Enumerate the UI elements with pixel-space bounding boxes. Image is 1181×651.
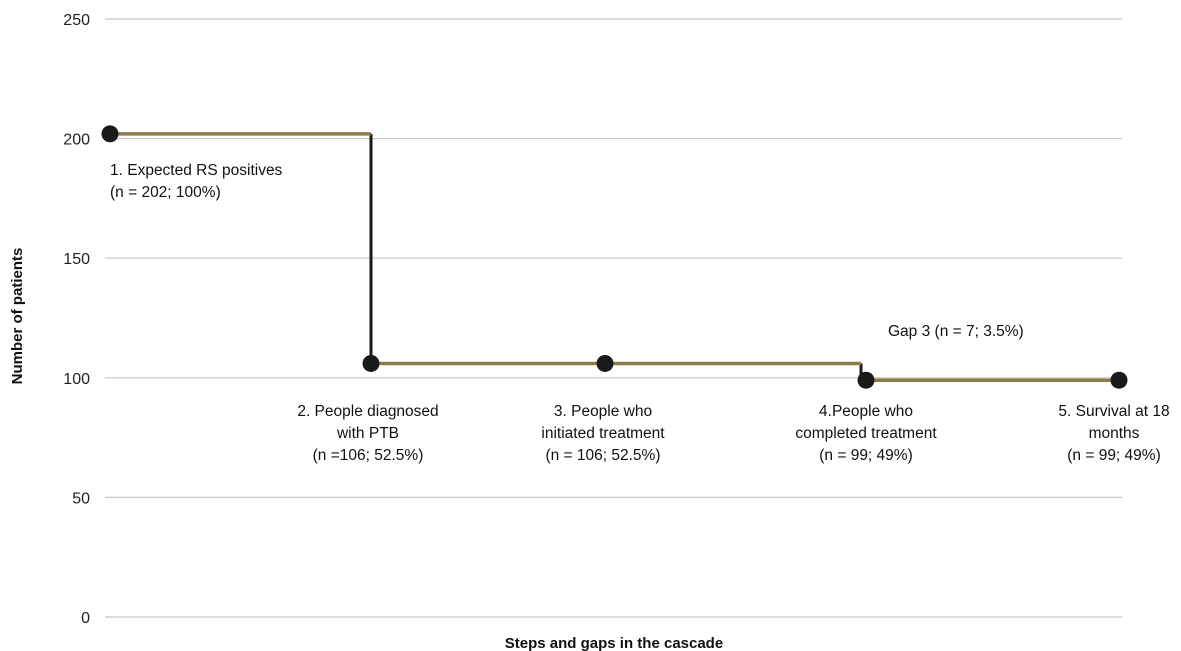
data-point-4 [857,371,875,389]
point-label-2-line-2: with PTB [336,425,399,442]
point-label-4-line-1: 4.People who [819,403,913,420]
gap-annotation-1: Gap 3 (n = 7; 3.5%) [888,323,1024,340]
data-point-1 [101,125,119,143]
y-tick-labels: 0 50 100 150 200 250 [63,12,90,627]
point-label-4-line-3: (n = 99; 49%) [819,447,912,464]
x-axis-title: Steps and gaps in the cascade [505,635,723,651]
point-label-3-line-1: 3. People who [554,403,652,420]
step-lines [110,132,1119,384]
data-point-5 [1110,371,1128,389]
data-point-2 [362,354,380,372]
data-markers [101,125,1128,389]
annotations: Gap 3 (n = 7; 3.5%) [888,323,1024,340]
y-tick-label-100: 100 [63,371,90,388]
gridlines [105,18,1122,618]
point-labels: 1. Expected RS positives (n = 202; 100%) 2… [110,162,1170,464]
y-tick-label-150: 150 [63,251,90,268]
point-label-3-line-3: (n = 106; 52.5%) [545,447,660,464]
y-axis-title: Number of patients [9,248,26,385]
point-label-5-line-1: 5. Survival at 18 [1058,403,1169,420]
point-label-5-line-3: (n = 99; 49%) [1067,447,1160,464]
point-label-3-line-2: initiated treatment [541,425,665,442]
point-label-2-line-1: 2. People diagnosed [297,403,438,420]
point-label-2-line-3: (n =106; 52.5%) [313,447,424,464]
data-point-3 [596,354,614,372]
point-label-1-line-1: 1. Expected RS positives [110,162,283,179]
y-tick-label-250: 250 [63,12,90,29]
y-tick-label-0: 0 [81,610,90,627]
point-label-5-line-2: months [1089,425,1140,442]
point-label-4-line-2: completed treatment [795,425,937,442]
y-tick-label-50: 50 [72,490,90,507]
y-tick-label-200: 200 [63,132,90,149]
point-label-1-line-2: (n = 202; 100%) [110,184,221,201]
